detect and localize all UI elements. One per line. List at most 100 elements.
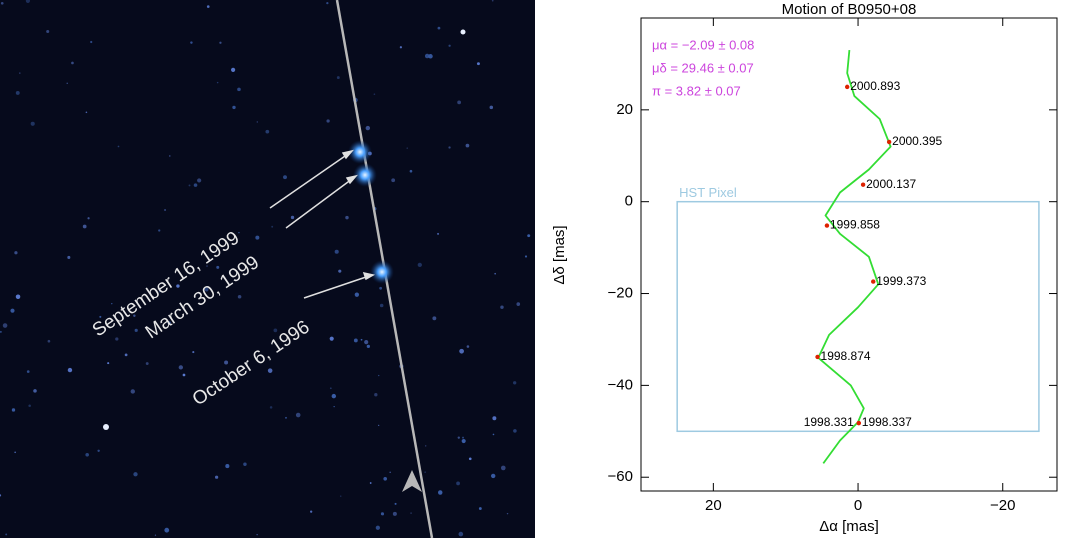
star [85, 111, 88, 114]
star [392, 511, 397, 516]
x-tick-label: −20 [990, 497, 1015, 514]
pulsar-blob [370, 260, 394, 284]
star [256, 121, 259, 123]
epoch-point-label: 1999.858 [830, 218, 880, 232]
star [410, 512, 412, 514]
star [391, 178, 396, 183]
star [133, 314, 136, 317]
star [375, 525, 380, 530]
star [237, 87, 241, 92]
star [82, 224, 87, 229]
star [512, 381, 517, 385]
star [0, 1, 4, 5]
x-axis-label: Δα [mas] [819, 518, 879, 535]
star [224, 360, 229, 365]
star [476, 62, 480, 66]
star [340, 495, 342, 497]
star [462, 436, 464, 439]
star [428, 54, 433, 59]
chart: Motion of B0950+08 Δα [mas] Δδ [mas] 20 0… [551, 1, 1058, 535]
star [326, 119, 330, 123]
star [193, 183, 198, 187]
star [354, 292, 360, 297]
star [369, 482, 372, 484]
star [290, 215, 295, 220]
star [130, 389, 135, 394]
star [265, 129, 270, 134]
star [192, 351, 195, 354]
star [338, 269, 342, 273]
hst-pixel-label: HST Pixel [679, 185, 737, 200]
star [500, 465, 506, 471]
star [99, 315, 102, 318]
star [448, 44, 451, 47]
star [524, 255, 528, 258]
pulsar-blob [348, 140, 372, 164]
epoch-point [844, 84, 850, 90]
star [231, 67, 236, 73]
star [85, 453, 89, 457]
star [466, 345, 470, 348]
star [492, 416, 497, 421]
star [225, 464, 230, 469]
star [26, 370, 30, 373]
star [285, 416, 287, 419]
sky-background [0, 0, 535, 538]
star [2, 323, 8, 328]
star [237, 294, 242, 299]
star [169, 155, 171, 157]
star [158, 290, 161, 293]
trajectory-arrow [402, 470, 422, 492]
star [215, 475, 219, 479]
star [267, 368, 273, 373]
star [66, 82, 68, 84]
star [425, 445, 427, 447]
y-tick-label: −40 [608, 376, 633, 393]
star [491, 0, 494, 2]
star [378, 424, 380, 427]
star [513, 429, 517, 433]
star [527, 234, 531, 238]
star [310, 510, 313, 513]
star [103, 424, 109, 430]
star [5, 533, 8, 536]
star [243, 462, 247, 467]
star [206, 5, 210, 8]
star [216, 81, 219, 84]
epoch-point-label: 1998.874 [821, 349, 871, 363]
star [500, 305, 504, 309]
star [14, 451, 16, 454]
star [326, 1, 329, 5]
star [506, 512, 509, 515]
star [33, 389, 37, 393]
star [15, 90, 20, 95]
fit-annotation: π = 3.82 ± 0.07 [652, 83, 741, 98]
star [468, 457, 472, 461]
star [334, 249, 339, 254]
star [490, 473, 496, 479]
plot-frame [640, 17, 1058, 492]
epoch-point-label: 1999.373 [876, 274, 926, 288]
star [383, 476, 388, 481]
star [182, 373, 186, 377]
star [115, 337, 119, 341]
star [389, 471, 391, 473]
star [283, 175, 287, 180]
star [0, 330, 2, 333]
star [459, 348, 464, 354]
star [437, 232, 440, 235]
star [364, 340, 369, 345]
star [489, 105, 494, 110]
star [145, 362, 149, 365]
y-tick-label: 20 [616, 101, 633, 118]
star [273, 328, 278, 333]
star [97, 449, 100, 452]
star [204, 287, 209, 292]
star [197, 178, 202, 183]
star [134, 328, 138, 332]
star [365, 125, 371, 131]
star [457, 436, 460, 439]
star [133, 472, 138, 477]
